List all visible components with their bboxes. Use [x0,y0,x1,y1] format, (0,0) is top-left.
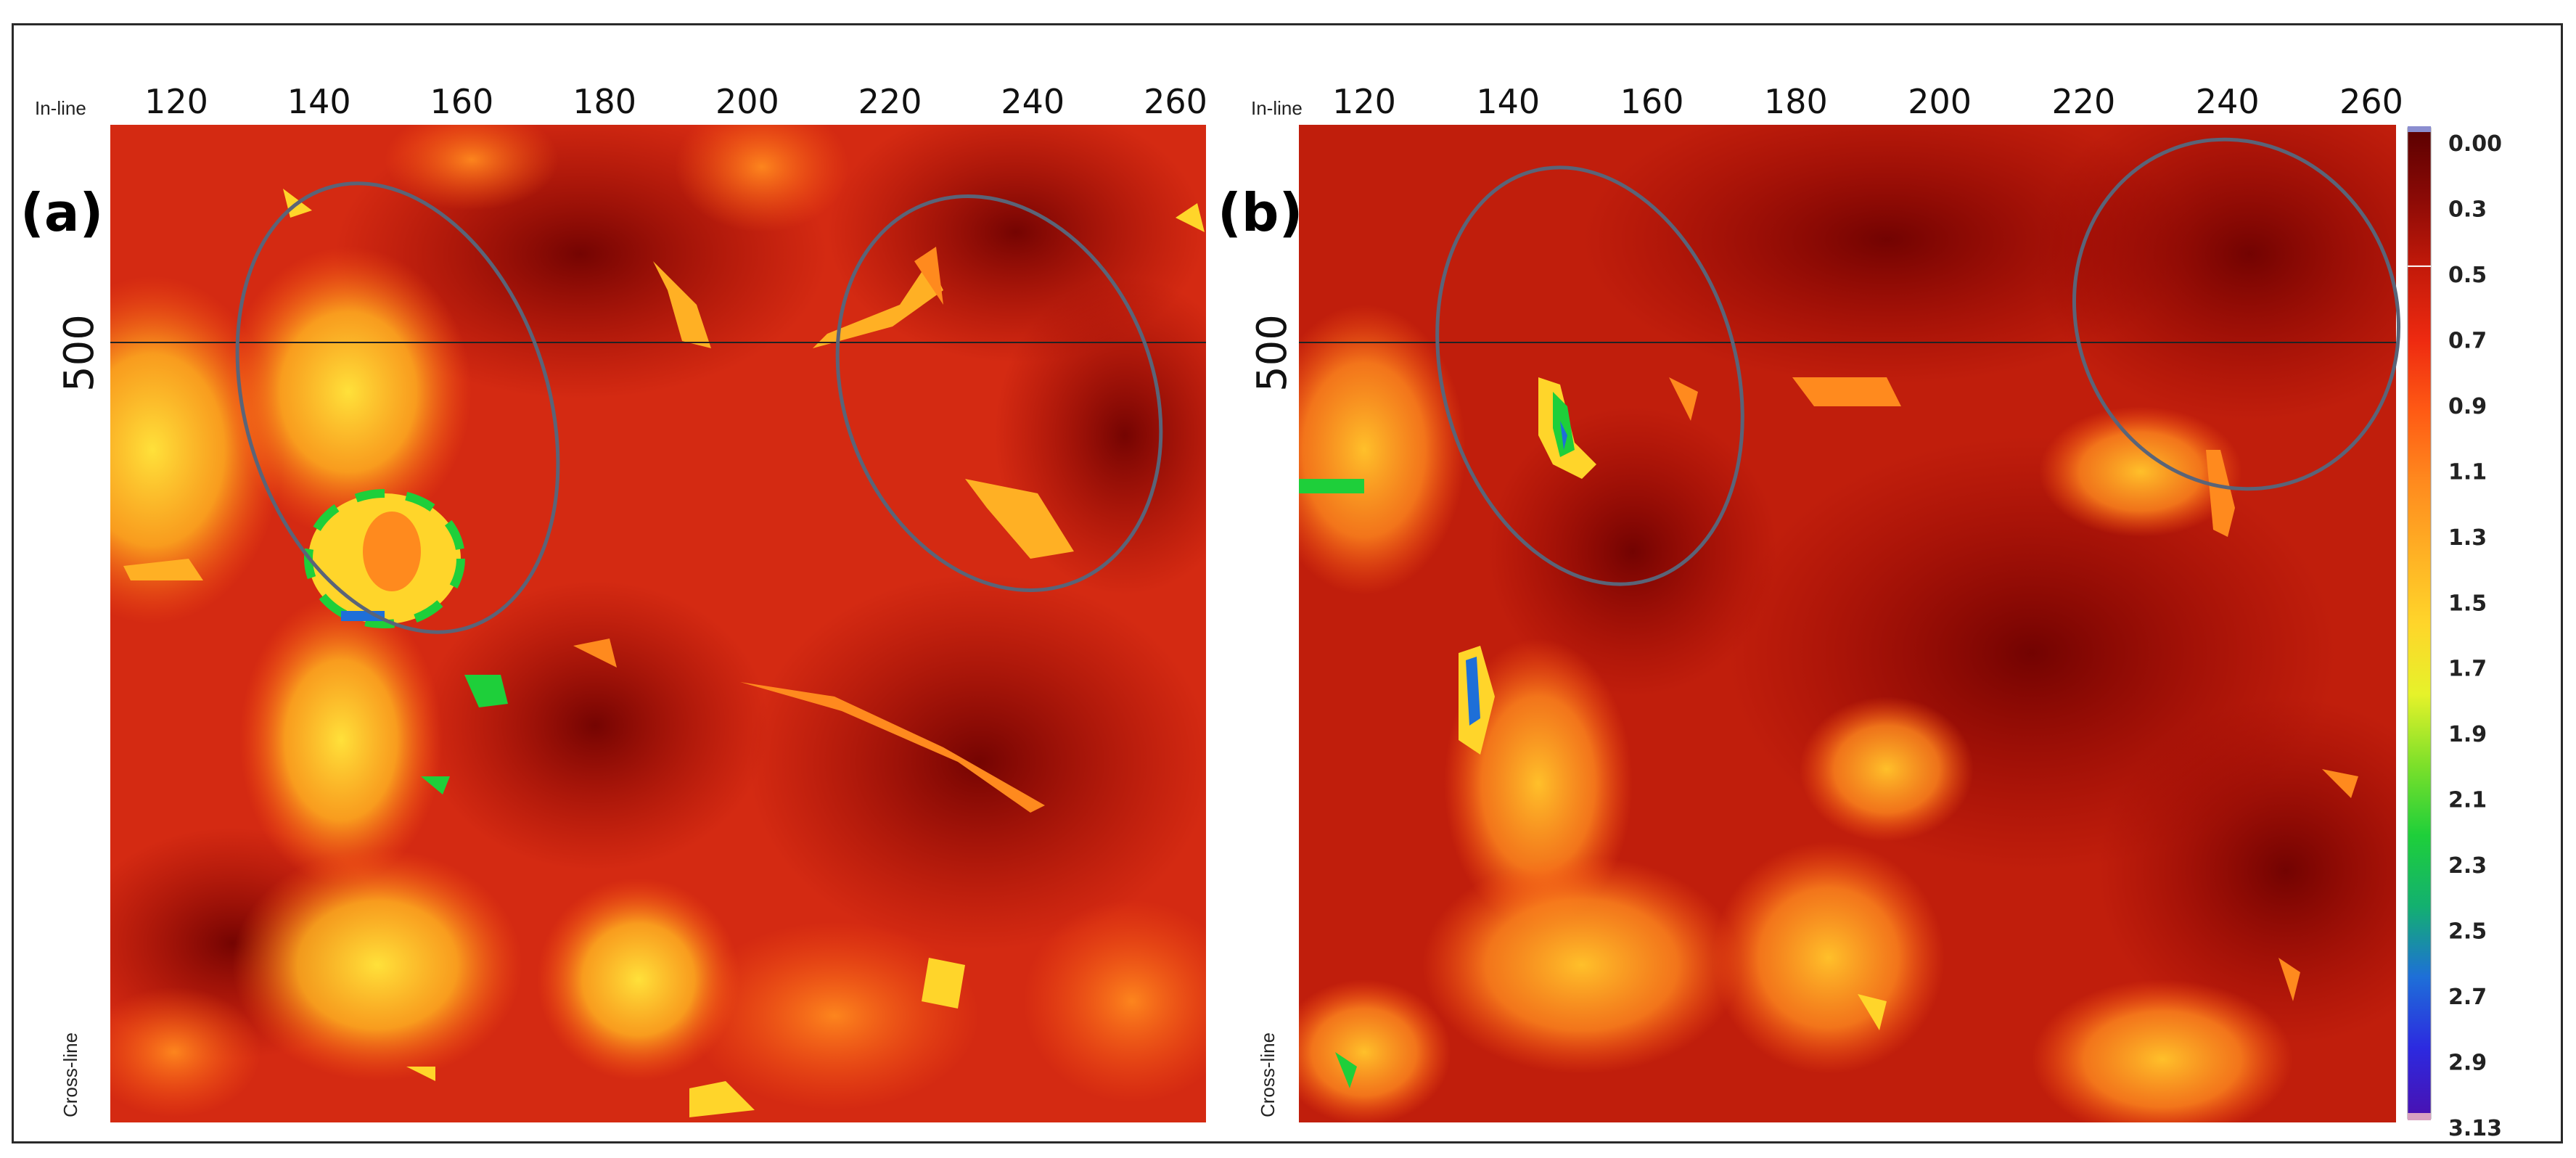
xtick-label: 220 [2052,82,2116,121]
colorbar-label: 0.00 [2448,131,2502,157]
colorbar-label: 0.3 [2448,197,2487,222]
xtick-labels-a: 120 140 160 180 200 220 240 260 [144,82,1207,121]
attribute-map-b [1299,125,2396,1122]
panel-letter-b: (b) [1218,182,1303,243]
panel-a: In-line 120 140 160 180 200 220 240 260 (a) 500… [20,82,1207,1122]
ellipse-left-a [235,181,560,634]
xtick-label: 120 [1332,82,1396,121]
ellipse-right-a [835,194,1163,592]
crossline-label-a: Cross-line [60,1032,81,1117]
xtick-label: 200 [715,82,779,121]
xtick-label: 200 [1908,82,1972,121]
colorbar-label: 2.1 [2448,788,2487,813]
colorbar-top-cap [2408,126,2431,132]
colorbar-label: 2.5 [2448,919,2487,945]
colorbar-label: 1.1 [2448,459,2487,485]
colorbar [2407,127,2432,1120]
colorbar-label: 1.5 [2448,591,2487,616]
xtick-label: 160 [430,82,494,121]
xtick-label: 140 [287,82,351,121]
colorbar-labels: 0.00 0.3 0.5 0.7 0.9 1.1 1.3 1.5 1.7 1.9 2.1 2.3 2.5… [2408,131,2502,1141]
xtick-label: 220 [858,82,922,121]
colorbar-label: 1.7 [2448,657,2487,682]
xtick-label: 120 [144,82,208,121]
inline-label-a: In-line [35,97,86,119]
xtick-label: 240 [2196,82,2260,121]
colorbar-label: 0.7 [2448,328,2487,353]
colorbar-bottom-cap [2408,1113,2431,1120]
xtick-label: 140 [1476,82,1540,121]
colorbar-label: 3.13 [2448,1116,2502,1141]
colorbar-label: 0.9 [2448,394,2487,419]
panel-letter-a: (a) [20,182,103,243]
colorbar-label: 1.9 [2448,722,2487,747]
colorbar-label: 2.7 [2448,985,2487,1010]
inline-label-b: In-line [1251,97,1303,119]
xtick-label: 180 [573,82,636,121]
ellipse-left-b [1435,165,1744,586]
colorbar-label: 2.9 [2448,1051,2487,1076]
xtick-label: 160 [1620,82,1684,121]
y-marker-a: 500 [56,314,103,392]
colorbar-label: 0.5 [2448,263,2487,288]
y-marker-b: 500 [1249,314,1296,392]
xtick-labels-b: 120 140 160 180 200 220 240 260 [1332,82,2403,121]
figure-frame [12,23,2563,1143]
xtick-label: 260 [1144,82,1207,121]
colorbar-label: 1.3 [2448,525,2487,551]
ellipse-right-b [2072,137,2401,491]
xtick-label: 240 [1001,82,1065,121]
colorbar-label: 2.3 [2448,853,2487,879]
xtick-label: 260 [2339,82,2403,121]
xtick-label: 180 [1764,82,1828,121]
attribute-map-a [110,125,1206,1122]
crossline-label-b: Cross-line [1257,1032,1279,1117]
